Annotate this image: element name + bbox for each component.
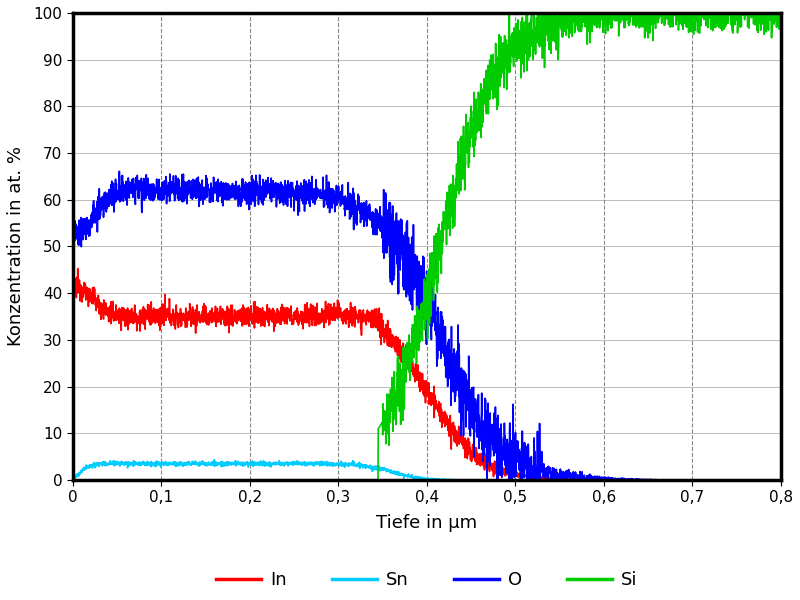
Line: O: O <box>73 171 781 480</box>
O <box>482 476 492 484</box>
Si <box>762 10 772 17</box>
Sn <box>68 474 78 481</box>
O <box>340 206 350 213</box>
O <box>776 476 786 484</box>
Line: In: In <box>73 269 781 480</box>
Si <box>149 476 158 484</box>
O <box>149 183 158 190</box>
In <box>149 304 158 311</box>
Sn <box>210 456 219 463</box>
In <box>370 320 380 327</box>
Sn <box>370 466 380 473</box>
Sn <box>686 476 696 484</box>
Si <box>68 476 78 484</box>
O <box>370 217 380 224</box>
Sn <box>190 459 200 466</box>
Legend: In, Sn, O, Si: In, Sn, O, Si <box>209 564 645 596</box>
O <box>191 184 201 191</box>
In <box>762 476 772 484</box>
Sn <box>340 461 350 469</box>
X-axis label: Tiefe in μm: Tiefe in μm <box>376 514 478 532</box>
Si <box>776 24 786 31</box>
Si <box>370 476 380 484</box>
Sn <box>149 461 158 469</box>
O <box>762 476 772 484</box>
Line: Sn: Sn <box>73 460 781 480</box>
Sn <box>762 476 772 484</box>
Sn <box>436 476 446 484</box>
Y-axis label: Konzentration in at. %: Konzentration in at. % <box>7 146 25 346</box>
In <box>686 476 696 484</box>
In <box>73 265 82 272</box>
Si <box>686 28 696 35</box>
Sn <box>776 476 786 484</box>
In <box>776 476 786 484</box>
O <box>114 167 124 175</box>
Si <box>190 476 200 484</box>
Si <box>505 10 514 17</box>
In <box>191 329 201 337</box>
Line: Si: Si <box>73 13 781 480</box>
Si <box>339 476 349 484</box>
O <box>686 476 696 484</box>
O <box>68 224 78 231</box>
In <box>68 283 78 290</box>
In <box>340 307 350 314</box>
